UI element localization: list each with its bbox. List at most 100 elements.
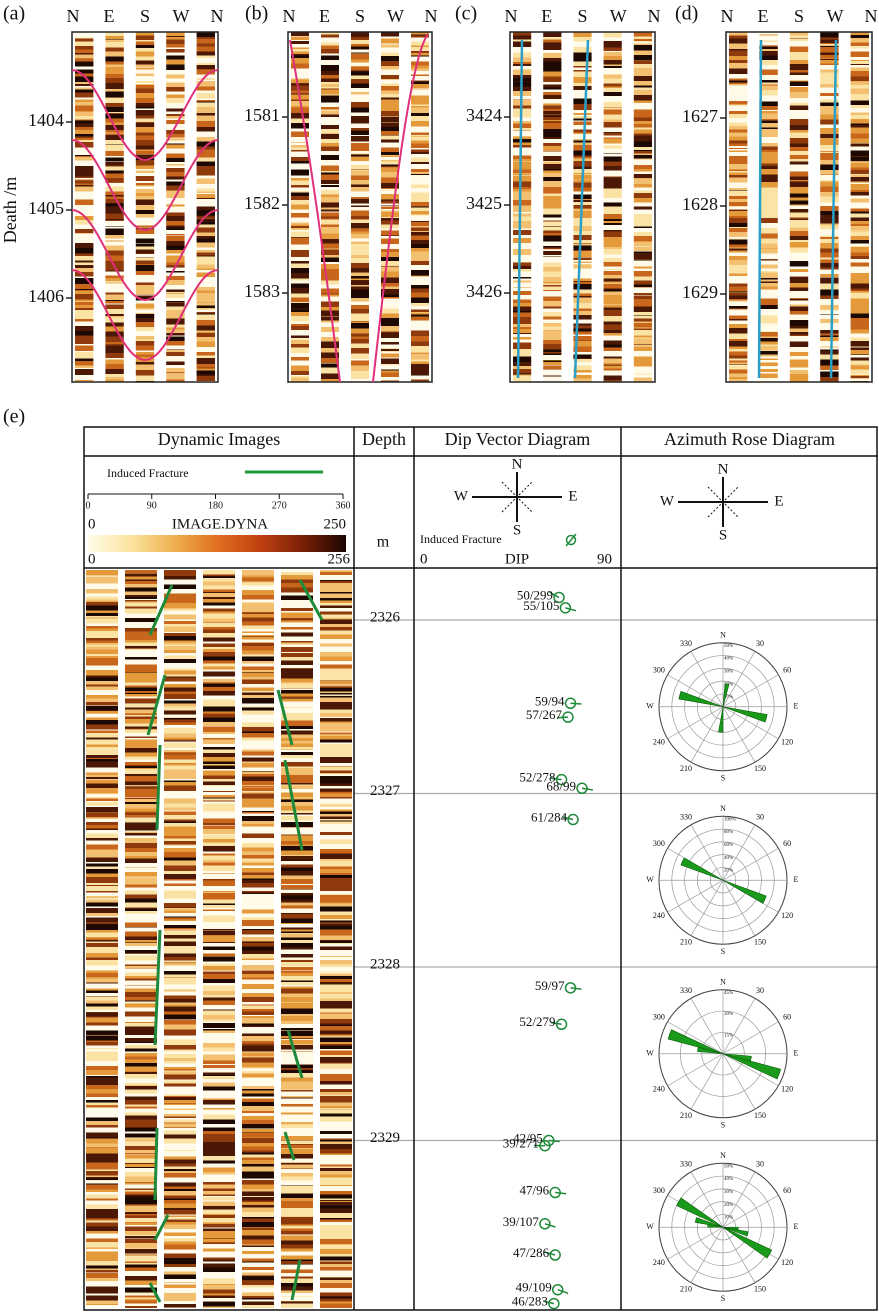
rose-spoke	[722, 1227, 756, 1283]
depth-tick-label: 1628	[682, 194, 718, 214]
rose-petal	[718, 706, 724, 733]
depth-tick-label: 1406	[28, 286, 64, 306]
rose-spoke	[722, 1053, 779, 1087]
rose-angle-label: 240	[653, 1258, 665, 1267]
dip-marker	[567, 813, 579, 826]
rose-spoke	[667, 1053, 724, 1087]
fracture-sinusoid	[71, 139, 219, 232]
rose-angle-label: 150	[754, 937, 766, 946]
induced-fracture-trace	[153, 1127, 159, 1201]
dip-label: 61/284	[531, 810, 568, 825]
rose-angle-label: 150	[754, 1284, 766, 1293]
dip-marker	[555, 1018, 568, 1031]
rose-angle-label: 120	[781, 911, 793, 920]
induced-fracture-trace	[153, 929, 162, 1046]
rose-angle-label: 210	[680, 764, 692, 773]
rose-angle-label: 120	[781, 1085, 793, 1094]
image-pad	[513, 32, 532, 382]
depth-tick-label: 3425	[466, 193, 502, 213]
dip-marker	[549, 1186, 561, 1199]
legend-symbol	[565, 534, 577, 546]
rose-spoke	[722, 706, 756, 763]
fracture-sinusoid	[71, 269, 219, 362]
rose-direction: S	[721, 774, 725, 783]
column-header: Depth	[362, 429, 406, 449]
dip-label: 47/286	[513, 1245, 550, 1260]
rose-petal	[707, 1224, 724, 1228]
compass-label: S	[355, 6, 365, 26]
rose-angle-label: 60	[783, 666, 791, 675]
fracture-sinusoid	[289, 39, 341, 383]
fracture-sinusoid	[71, 69, 219, 162]
rose-direction: W	[646, 1049, 654, 1058]
image-pad	[850, 32, 869, 382]
dip-axis-min: 0	[420, 551, 428, 567]
image-pad	[125, 570, 157, 1308]
rose-angle-label: 30	[756, 986, 764, 995]
rose-petal	[676, 1197, 724, 1228]
rose-direction: N	[720, 1151, 726, 1160]
rose-angle-label: 240	[653, 911, 665, 920]
image-pad	[543, 32, 562, 382]
rose-petal	[667, 1029, 724, 1055]
rose-direction: N	[720, 631, 726, 640]
rose-angle-label: 210	[680, 937, 692, 946]
rose-angle-label: 120	[781, 1258, 793, 1267]
rose-angle-label: 300	[653, 666, 665, 675]
rose-ring-label: 30%	[724, 669, 733, 674]
panel-frame	[287, 31, 433, 383]
fracture-trace	[516, 39, 524, 379]
rose-ring-label: 40%	[724, 856, 733, 861]
rose-angle-label: 60	[783, 839, 791, 848]
compass-label: S	[140, 6, 150, 26]
rose-ring-label: 30%	[724, 1012, 733, 1017]
depth-tick-label: 3426	[466, 281, 502, 301]
table-frame	[83, 426, 878, 1311]
rose-angle-label: 300	[653, 1186, 665, 1195]
column-header: Dynamic Images	[158, 429, 280, 449]
image-pad	[759, 32, 778, 382]
compass-diag	[707, 486, 739, 518]
column-header: Azimuth Rose Diagram	[664, 429, 835, 449]
rose-direction: S	[721, 1121, 725, 1130]
rose-spoke	[722, 706, 779, 740]
depth-tick-label: 1627	[682, 106, 718, 126]
dip-label: 59/94	[535, 693, 565, 708]
compass-label: S	[794, 6, 804, 26]
rose-petal	[678, 691, 724, 708]
compass-label: N	[512, 456, 523, 472]
rose-angle-label: 120	[781, 738, 793, 747]
dip-marker	[555, 773, 568, 786]
induced-fracture-trace	[155, 744, 162, 831]
depth-tick-label: 1583	[244, 281, 280, 301]
rose-angle-label: 330	[680, 986, 692, 995]
rose-spoke	[722, 1053, 756, 1110]
image-pad	[281, 570, 313, 1308]
dip-label: 57/267	[526, 707, 563, 722]
fracture-trace	[757, 39, 763, 379]
azimuth-tick-label: 90	[147, 500, 157, 511]
rose-direction: N	[720, 978, 726, 987]
image-pad	[135, 32, 155, 382]
fracture-trace	[829, 39, 838, 379]
image-pad	[789, 32, 809, 382]
rose-angle-label: 210	[680, 1111, 692, 1120]
rose-angle-label: 330	[680, 1160, 692, 1169]
compass-label: E	[568, 488, 577, 504]
compass-label: N	[425, 6, 438, 26]
compass-label: E	[774, 493, 783, 509]
fracture-sinusoid	[372, 33, 429, 383]
rose-spoke	[667, 1021, 724, 1055]
depth-tick-label: 3424	[466, 105, 502, 125]
rose-spoke	[722, 880, 756, 936]
azimuth-tick-label: 180	[208, 500, 223, 511]
azimuth-tick-label: 270	[272, 500, 287, 511]
rose-spoke	[690, 706, 724, 763]
depth-tick-label: 1582	[244, 193, 280, 213]
rose-direction: E	[794, 1222, 799, 1231]
rose-angle-label: 150	[754, 1111, 766, 1120]
depth-tick-label: 1404	[28, 110, 64, 130]
rose-ring-label: 100%	[724, 817, 736, 822]
compass-label: S	[513, 522, 521, 538]
